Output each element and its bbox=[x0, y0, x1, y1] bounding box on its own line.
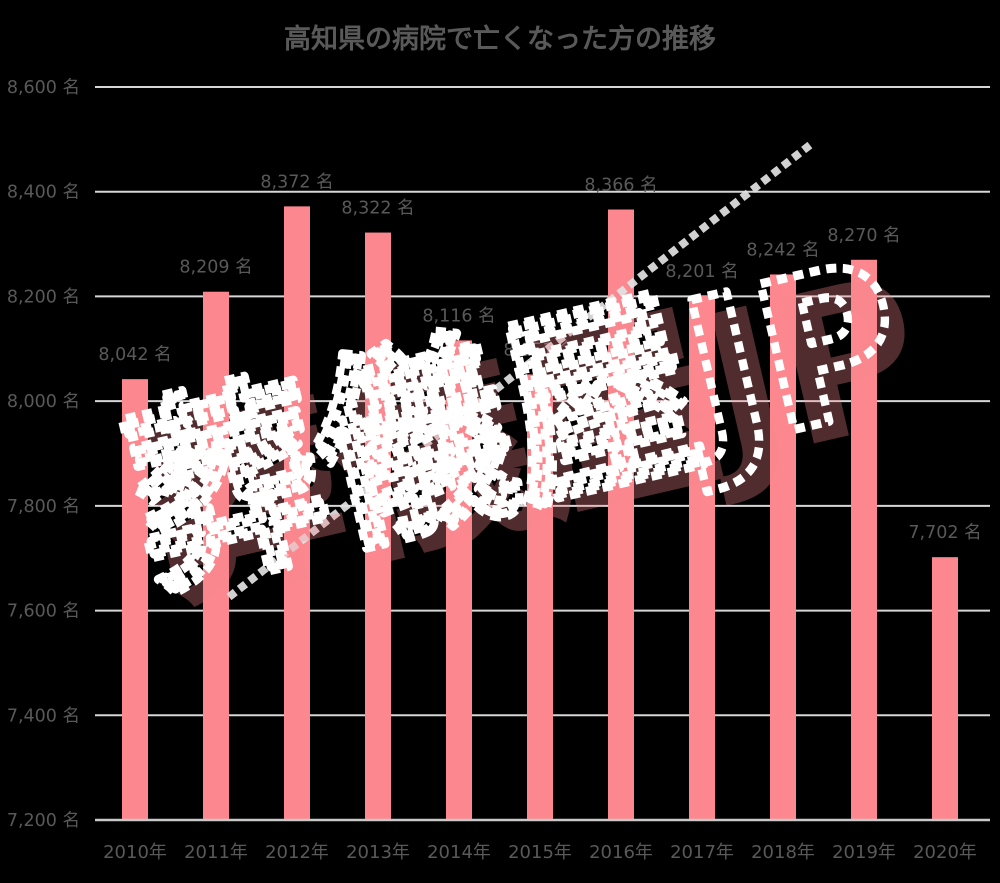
bar bbox=[689, 295, 715, 820]
value-label: 8,242 名 bbox=[746, 240, 819, 260]
x-tick-label: 2018年 bbox=[751, 842, 815, 863]
y-axis-labels: 7,200 名 7,400 名 7,600 名 7,800 名 8,000 名 8,200… bbox=[7, 78, 80, 831]
y-tick-label: 7,200 名 bbox=[7, 811, 80, 831]
bar bbox=[284, 206, 310, 821]
y-tick-label: 8,400 名 bbox=[7, 183, 80, 203]
bar bbox=[527, 374, 553, 820]
x-tick-label: 2012年 bbox=[265, 842, 329, 863]
value-label: 8,270 名 bbox=[827, 226, 900, 246]
x-tick-label: 2010年 bbox=[103, 842, 167, 863]
y-tick-label: 8,200 名 bbox=[7, 287, 80, 307]
x-tick-label: 2013年 bbox=[346, 842, 410, 863]
watermark: 葬儀屋JP 葬儀屋JP bbox=[104, 141, 944, 640]
x-tick-label: 2017年 bbox=[670, 842, 734, 863]
x-tick-label: 2019年 bbox=[832, 842, 896, 863]
y-tick-label: 7,800 名 bbox=[7, 497, 80, 517]
x-tick-label: 2020年 bbox=[913, 842, 977, 863]
chart-title: 高知県の病院で亡くなった方の推移 bbox=[284, 23, 716, 55]
bar bbox=[203, 291, 229, 820]
value-label: 8,366 名 bbox=[584, 176, 657, 196]
x-tick-label: 2016年 bbox=[589, 842, 653, 863]
watermark-text: 葬儀屋JP bbox=[108, 218, 924, 626]
value-label: 7,702 名 bbox=[908, 523, 981, 543]
bar bbox=[608, 209, 634, 820]
bar bbox=[851, 259, 877, 820]
x-tick-label: 2011年 bbox=[184, 842, 248, 863]
y-tick-label: 8,600 名 bbox=[7, 78, 80, 98]
bar bbox=[770, 274, 796, 820]
value-label: 8,201 名 bbox=[665, 262, 738, 282]
value-label: 8,209 名 bbox=[179, 258, 252, 278]
y-tick-label: 7,600 名 bbox=[7, 602, 80, 622]
watermark-trend-line bbox=[226, 141, 813, 601]
value-label: 8,042 名 bbox=[98, 345, 171, 365]
x-tick-label: 2015年 bbox=[508, 842, 572, 863]
bar bbox=[122, 379, 148, 820]
value-labels: 8,042 名8,209 名8,372 名8,322 名8,116 名8,051… bbox=[98, 172, 981, 543]
x-axis-labels: 2010年 2011年 2012年 2013年 2014年 2015年 2016年 2017年… bbox=[103, 842, 977, 863]
bar bbox=[932, 557, 958, 820]
y-tick-label: 7,400 名 bbox=[7, 706, 80, 726]
bar-series bbox=[122, 206, 958, 821]
bar bbox=[365, 232, 391, 820]
value-label: 8,372 名 bbox=[260, 172, 333, 192]
value-label: 8,322 名 bbox=[341, 199, 414, 219]
x-tick-label: 2014年 bbox=[427, 842, 491, 863]
value-label: 8,116 名 bbox=[422, 306, 495, 326]
y-tick-label: 8,000 名 bbox=[7, 392, 80, 412]
